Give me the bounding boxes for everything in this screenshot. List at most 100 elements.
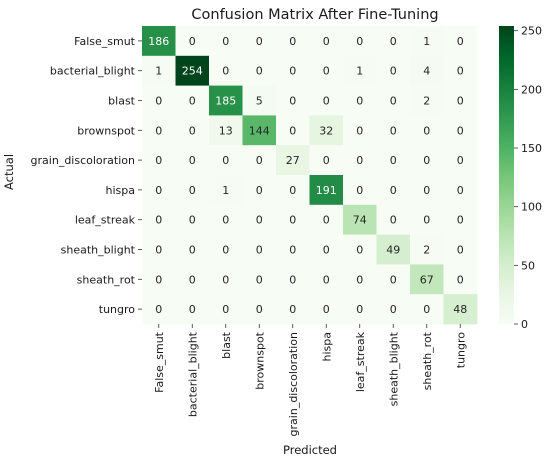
y-tick-label: sheath_blight — [61, 244, 136, 257]
cell-value-label: 0 — [222, 303, 229, 316]
cell-value-label: 0 — [356, 184, 363, 197]
x-tick-label: sheath_blight — [387, 331, 400, 406]
cell-value-label: 254 — [182, 65, 203, 78]
heatmap-cell — [343, 294, 377, 325]
heatmap-cell — [242, 26, 277, 57]
cell-value-label: 0 — [390, 65, 397, 78]
heatmap-cell — [175, 55, 210, 86]
heatmap-cell — [443, 175, 478, 206]
heatmap-cells: 186 0 0 0 0 0 0 0 1 01 254 0 0 0 0 1 0 4 00 0 185 5 0 0 0 0 2 00 0 13… — [142, 26, 478, 325]
cell-value-label: 0 — [155, 124, 162, 137]
cell-value-label: 0 — [390, 35, 397, 48]
heatmap-cell — [142, 55, 176, 86]
heatmap-cell — [175, 264, 210, 295]
heatmap-cell — [309, 145, 344, 176]
heatmap-cell — [276, 85, 310, 116]
heatmap-cell — [410, 234, 444, 265]
heatmap-cell — [175, 145, 210, 176]
cell-value-label: 0 — [457, 273, 464, 286]
cell-value-label: 0 — [356, 154, 363, 167]
heatmap-cell — [209, 175, 243, 206]
cell-value-label: 0 — [289, 124, 296, 137]
colorbar-gradient — [499, 26, 514, 324]
cell-value-label: 0 — [256, 154, 263, 167]
cell-value-label: 0 — [189, 303, 196, 316]
heatmap-cell — [142, 294, 176, 325]
heatmap-cell — [175, 234, 210, 265]
cell-value-label: 191 — [316, 184, 337, 197]
heatmap-cell — [343, 85, 377, 116]
heatmap-cell — [309, 234, 344, 265]
cell-value-label: 0 — [256, 244, 263, 257]
cell-value-label: 0 — [457, 244, 464, 257]
cell-value-label: 0 — [222, 214, 229, 227]
heatmap-cell — [276, 115, 310, 146]
heatmap-cell — [376, 294, 411, 325]
heatmap-cell — [443, 115, 478, 146]
y-tick-label: sheath_rot — [77, 273, 136, 286]
heatmap-cell — [443, 294, 478, 325]
cell-value-label: 5 — [256, 95, 263, 108]
heatmap-cell — [410, 85, 444, 116]
cell-value-label: 0 — [289, 184, 296, 197]
cell-value-label: 0 — [189, 124, 196, 137]
cell-value-label: 0 — [256, 65, 263, 78]
cell-value-label: 4 — [423, 65, 430, 78]
cell-value-label: 0 — [189, 244, 196, 257]
heatmap-cell — [343, 55, 377, 86]
cell-value-label: 0 — [457, 154, 464, 167]
heatmap-cell — [376, 55, 411, 86]
colorbar-tick-label: 250 — [521, 25, 542, 38]
heatmap-cell — [376, 115, 411, 146]
heatmap-cell — [410, 115, 444, 146]
cell-value-label: 0 — [457, 95, 464, 108]
heatmap-cell — [443, 26, 478, 57]
cell-value-label: 0 — [390, 214, 397, 227]
x-tick-label: blast — [220, 331, 233, 359]
cell-value-label: 0 — [323, 273, 330, 286]
colorbar-tick-label: 0 — [521, 318, 528, 331]
heatmap-cell — [410, 204, 444, 235]
heatmap-cell — [175, 26, 210, 57]
heatmap-cell — [209, 145, 243, 176]
cell-value-label: 32 — [319, 124, 333, 137]
heatmap-cell — [242, 175, 277, 206]
cell-value-label: 1 — [155, 65, 162, 78]
heatmap-cell — [376, 26, 411, 57]
heatmap-cell — [443, 55, 478, 86]
heatmap-cell — [410, 294, 444, 325]
heatmap-cell — [142, 234, 176, 265]
cell-value-label: 0 — [189, 214, 196, 227]
heatmap-cell — [142, 204, 176, 235]
cell-value-label: 0 — [323, 214, 330, 227]
cell-value-label: 0 — [189, 95, 196, 108]
cell-value-label: 0 — [390, 303, 397, 316]
heatmap-cell — [209, 85, 243, 116]
cell-value-label: 0 — [222, 244, 229, 257]
heatmap-cell — [242, 85, 277, 116]
x-tick-label: tungro — [454, 332, 467, 369]
cell-value-label: 0 — [356, 95, 363, 108]
heatmap-cell — [443, 234, 478, 265]
cell-value-label: 0 — [189, 184, 196, 197]
cell-value-label: 186 — [148, 35, 169, 48]
colorbar-tick-label: 200 — [521, 83, 542, 96]
y-tick-label: False_smut — [74, 35, 136, 48]
cell-value-label: 0 — [323, 303, 330, 316]
cell-value-label: 0 — [222, 154, 229, 167]
cell-value-label: 0 — [189, 154, 196, 167]
y-tick-label: brownspot — [77, 124, 135, 137]
cell-value-label: 0 — [356, 273, 363, 286]
cell-value-label: 0 — [457, 35, 464, 48]
heatmap-cell — [175, 115, 210, 146]
cell-value-label: 2 — [423, 244, 430, 257]
cell-value-label: 0 — [356, 124, 363, 137]
colorbar-tick-label: 50 — [521, 259, 535, 272]
cell-value-label: 0 — [289, 214, 296, 227]
x-axis-label: Predicted — [283, 443, 337, 457]
cell-value-label: 185 — [215, 95, 236, 108]
heatmap-cell — [309, 115, 344, 146]
heatmap-cell — [142, 85, 176, 116]
colorbar-tick-label: 100 — [521, 201, 542, 214]
